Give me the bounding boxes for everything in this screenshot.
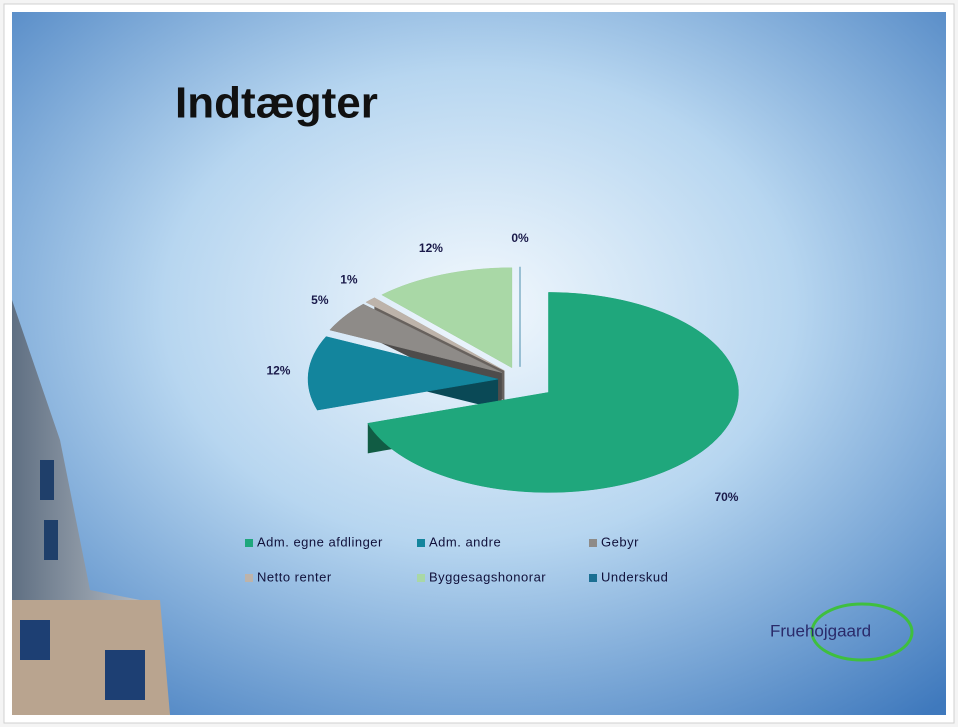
legend-swatch: [589, 539, 597, 547]
legend-swatch: [417, 574, 425, 582]
page: {"chart_data": {"type": "pie", "title": …: [0, 0, 958, 727]
data-label: 70%: [714, 490, 738, 504]
legend-swatch: [245, 539, 253, 547]
legend-swatch: [417, 539, 425, 547]
data-label: 1%: [340, 272, 358, 286]
data-label: 12%: [266, 363, 290, 377]
slide-title: Indtægter: [175, 79, 378, 128]
slide: Indtægter Fruehojgaard 70% 12% 5% 1% 12% 0% Ad…: [0, 0, 958, 727]
data-label: 12%: [419, 241, 443, 255]
legend-swatch: [589, 574, 597, 582]
legend-swatch: [245, 574, 253, 582]
logo-text: Fruehojgaard: [770, 621, 871, 640]
legend-label: Netto renter: [257, 569, 332, 584]
legend-label: Underskud: [601, 569, 668, 584]
data-label: 5%: [311, 293, 329, 307]
data-label: 0%: [511, 231, 529, 245]
legend-label: Gebyr: [601, 534, 639, 549]
legend-label: Byggesagshonorar: [429, 569, 546, 584]
legend-label: Adm. andre: [429, 534, 501, 549]
legend-label: Adm. egne afdlinger: [257, 534, 383, 549]
